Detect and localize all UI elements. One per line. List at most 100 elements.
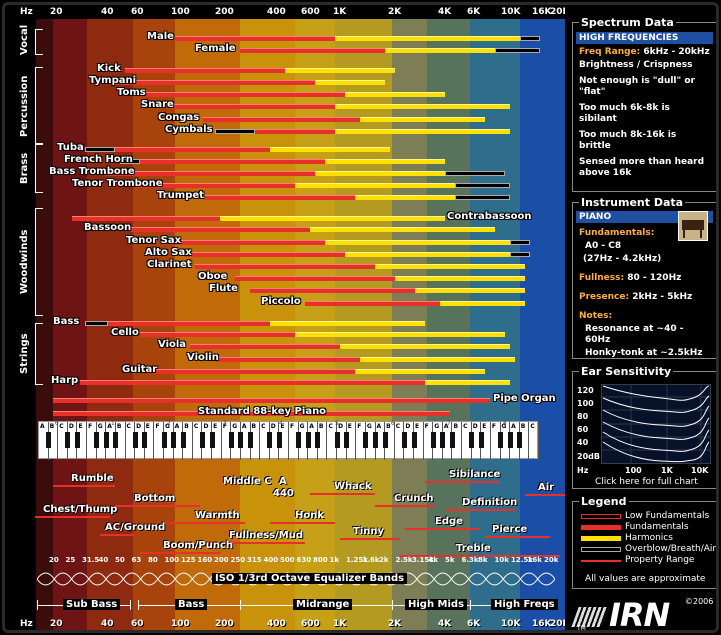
treble-label[interactable]: Treble xyxy=(456,543,491,554)
a-label[interactable]: A xyxy=(279,476,287,487)
black-key[interactable] xyxy=(469,432,475,448)
tenor-sax-fundamentals-bar[interactable] xyxy=(170,240,325,245)
white-key[interactable] xyxy=(452,422,463,460)
crunch-label[interactable]: Crunch xyxy=(394,493,434,504)
male-label[interactable]: Male xyxy=(147,31,174,42)
trumpet-label[interactable]: Trumpet xyxy=(157,190,204,201)
tympani-label[interactable]: Tympani xyxy=(89,75,137,86)
toms-harmonics-bar[interactable] xyxy=(345,92,445,97)
standard-88-key-piano-fundamentals-bar[interactable] xyxy=(53,411,450,416)
piccolo-harmonics-bar[interactable] xyxy=(440,301,525,306)
white-key[interactable] xyxy=(481,422,491,460)
clarinet-harmonics-bar[interactable] xyxy=(375,264,525,269)
toms-fundamentals-bar[interactable] xyxy=(145,92,345,97)
oboe-fundamentals-bar[interactable] xyxy=(235,276,395,281)
honk-label[interactable]: Honk xyxy=(295,510,325,521)
alto-sax-fundamentals-bar[interactable] xyxy=(185,252,345,257)
edge-label[interactable]: Edge xyxy=(435,516,463,527)
white-key[interactable] xyxy=(347,422,357,460)
female-overblow-bar[interactable] xyxy=(495,48,540,53)
flute-harmonics-bar[interactable] xyxy=(415,288,525,293)
harp-label[interactable]: Harp xyxy=(51,375,79,386)
bass-trombone-overblow-bar[interactable] xyxy=(445,171,505,176)
female-label[interactable]: Female xyxy=(195,43,236,54)
tenor-trombone-harmonics-bar[interactable] xyxy=(295,183,455,188)
tenor-trombone-fundamentals-bar[interactable] xyxy=(135,183,295,188)
cymbals-label[interactable]: Cymbals xyxy=(165,124,213,135)
alto-sax-overblow-bar[interactable] xyxy=(510,252,530,257)
bass-trombone-fundamentals-bar[interactable] xyxy=(105,171,315,176)
tuba-fundamentals-bar[interactable] xyxy=(85,147,270,152)
definition-label[interactable]: Definition xyxy=(462,497,518,508)
bass-harmonics-bar[interactable] xyxy=(270,321,425,326)
tenor-sax-harmonics-bar[interactable] xyxy=(325,240,510,245)
kick-harmonics-bar[interactable] xyxy=(285,68,395,73)
clarinet-fundamentals-bar[interactable] xyxy=(195,264,375,269)
white-key[interactable] xyxy=(145,422,155,460)
black-key[interactable] xyxy=(103,432,109,448)
flute-label[interactable]: Flute xyxy=(209,283,238,294)
bassoon-fundamentals-bar[interactable] xyxy=(130,227,310,232)
french-horn-harmonics-bar[interactable] xyxy=(325,159,445,164)
black-key[interactable] xyxy=(199,432,205,448)
black-key[interactable] xyxy=(411,432,417,448)
congas-fundamentals-bar[interactable] xyxy=(203,117,360,122)
standard-88-key-piano-label[interactable]: Standard 88-key Piano xyxy=(198,406,327,417)
black-key[interactable] xyxy=(373,432,379,448)
black-key[interactable] xyxy=(180,432,186,448)
harp-harmonics-bar[interactable] xyxy=(425,380,510,385)
bass-trombone-harmonics-bar[interactable] xyxy=(315,171,475,176)
flute-fundamentals-bar[interactable] xyxy=(250,288,415,293)
white-key[interactable] xyxy=(318,422,328,460)
white-key[interactable] xyxy=(279,422,289,460)
black-key[interactable] xyxy=(276,432,282,448)
pipe-organ-fundamentals-bar[interactable] xyxy=(53,398,490,403)
tympani-harmonics-bar[interactable] xyxy=(315,80,385,85)
white-key[interactable] xyxy=(520,422,530,460)
french-horn-overblow-bar[interactable] xyxy=(120,159,140,164)
cello-harmonics-bar[interactable] xyxy=(295,332,505,337)
bass-trombone-label[interactable]: Bass Trombone xyxy=(49,166,135,177)
bass-label[interactable]: Bass xyxy=(53,316,80,327)
black-key[interactable] xyxy=(209,432,215,448)
black-key[interactable] xyxy=(267,432,273,448)
440-label[interactable]: 440 xyxy=(273,488,294,499)
tenor-trombone-overblow-bar[interactable] xyxy=(455,183,510,188)
black-key[interactable] xyxy=(94,432,100,448)
snare-label[interactable]: Snare xyxy=(141,99,174,110)
trumpet-overblow-bar[interactable] xyxy=(455,195,510,200)
white-key[interactable] xyxy=(414,422,424,460)
snare-fundamentals-bar[interactable] xyxy=(170,104,335,109)
toms-label[interactable]: Toms xyxy=(117,87,146,98)
black-key[interactable] xyxy=(142,432,148,448)
fullness-mud-label[interactable]: Fullness/Mud xyxy=(229,530,303,541)
warmth-label[interactable]: Warmth xyxy=(195,510,240,521)
black-key[interactable] xyxy=(517,432,523,448)
tenor-sax-overblow-bar[interactable] xyxy=(510,240,530,245)
viola-fundamentals-bar[interactable] xyxy=(190,344,340,349)
black-key[interactable] xyxy=(315,432,321,448)
bassoon-label[interactable]: Bassoon xyxy=(84,222,132,233)
black-key[interactable] xyxy=(382,432,388,448)
cello-label[interactable]: Cello xyxy=(111,327,139,338)
guitar-label[interactable]: Guitar xyxy=(122,364,158,375)
white-key[interactable] xyxy=(77,422,88,460)
contrabassoon-label[interactable]: Contrabassoon xyxy=(447,211,532,222)
black-key[interactable] xyxy=(238,432,244,448)
male-harmonics-bar[interactable] xyxy=(335,36,520,41)
black-key[interactable] xyxy=(171,432,177,448)
full-chart-link[interactable]: Click here for full chart xyxy=(595,477,698,487)
white-key[interactable] xyxy=(183,422,193,460)
violin-fundamentals-bar[interactable] xyxy=(215,357,360,362)
black-key[interactable] xyxy=(65,432,71,448)
black-key[interactable] xyxy=(498,432,504,448)
viola-label[interactable]: Viola xyxy=(158,339,187,350)
white-key[interactable] xyxy=(385,422,395,460)
harp-fundamentals-bar[interactable] xyxy=(80,380,425,385)
tuba-overblow-bar[interactable] xyxy=(85,147,115,152)
congas-harmonics-bar[interactable] xyxy=(360,117,485,122)
black-key[interactable] xyxy=(248,432,254,448)
black-key[interactable] xyxy=(113,432,119,448)
white-key[interactable] xyxy=(116,422,126,460)
